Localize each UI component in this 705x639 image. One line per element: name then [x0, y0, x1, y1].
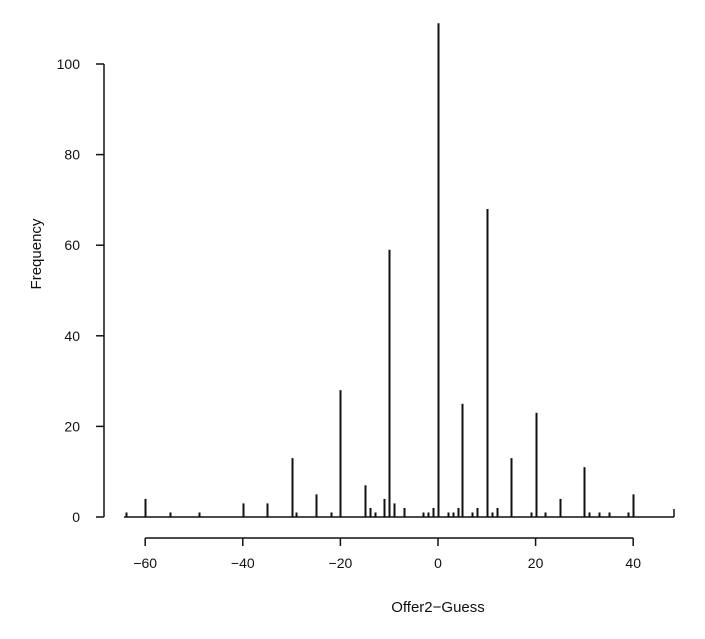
spike-series — [125, 23, 635, 517]
x-tick-label: 40 — [625, 555, 641, 571]
y-tick-label: 80 — [64, 147, 80, 163]
x-tick-label: 0 — [434, 555, 442, 571]
y-tick-label: 60 — [64, 237, 80, 253]
x-tick-label: −40 — [231, 555, 255, 571]
y-tick-label: 100 — [57, 56, 81, 72]
x-tick-label: −60 — [133, 555, 157, 571]
x-axis: −60 −40 −20 0 20 40 — [133, 537, 641, 571]
y-axis-label: Frequency — [28, 218, 45, 289]
x-tick-label: −20 — [329, 555, 353, 571]
x-axis-label: Offer2−Guess — [391, 599, 485, 616]
y-axis: 0 20 40 60 80 100 — [57, 56, 105, 525]
y-tick-label: 0 — [72, 509, 80, 525]
y-tick-label: 20 — [64, 418, 80, 434]
x-tick-label: 20 — [528, 555, 544, 571]
y-tick-label: 40 — [64, 328, 80, 344]
